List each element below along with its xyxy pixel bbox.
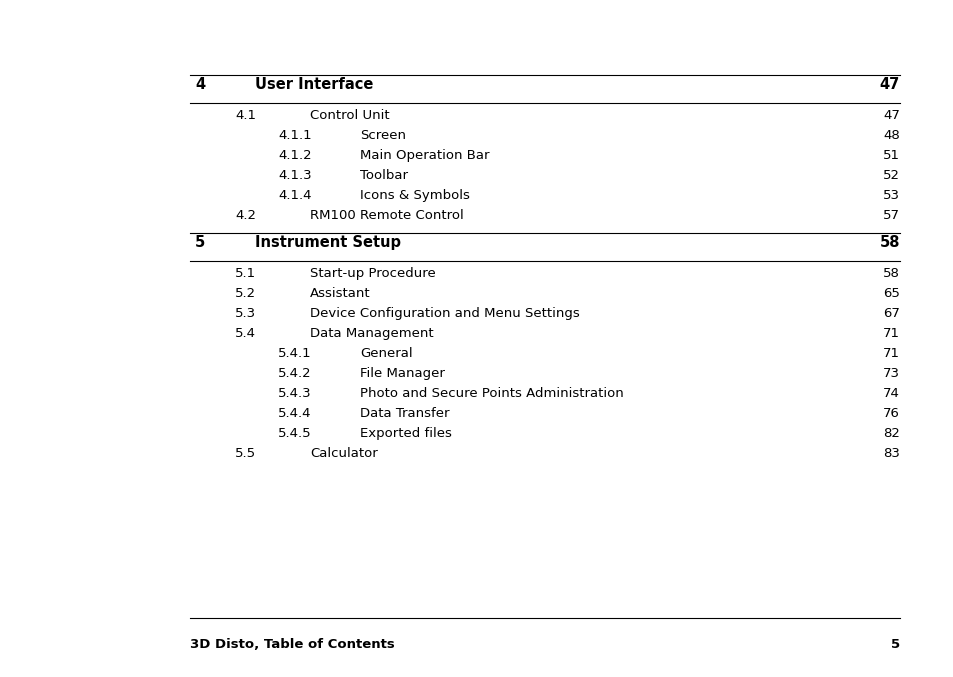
Text: 5.4.4: 5.4.4 [277,407,312,420]
Text: 58: 58 [879,235,899,250]
Text: 83: 83 [882,447,899,460]
Text: 57: 57 [882,209,899,222]
Text: Photo and Secure Points Administration: Photo and Secure Points Administration [359,387,623,400]
Text: Screen: Screen [359,129,406,142]
Text: Exported files: Exported files [359,427,452,440]
Text: Assistant: Assistant [310,287,370,300]
Text: 5.1: 5.1 [234,267,255,280]
Text: Data Transfer: Data Transfer [359,407,449,420]
Text: 5.4.1: 5.4.1 [277,347,312,360]
Text: 5.5: 5.5 [234,447,255,460]
Text: User Interface: User Interface [254,77,373,92]
Text: 5: 5 [194,235,205,250]
Text: 47: 47 [882,109,899,122]
Text: 48: 48 [882,129,899,142]
Text: General: General [359,347,413,360]
Text: 82: 82 [882,427,899,440]
Text: 5.4.5: 5.4.5 [277,427,312,440]
Text: 53: 53 [882,189,899,202]
Text: Calculator: Calculator [310,447,377,460]
Text: 71: 71 [882,327,899,340]
Text: 5: 5 [890,638,899,651]
Text: 3D Disto, Table of Contents: 3D Disto, Table of Contents [190,638,395,651]
Text: RM100 Remote Control: RM100 Remote Control [310,209,463,222]
Text: 4.2: 4.2 [234,209,255,222]
Text: Start-up Procedure: Start-up Procedure [310,267,436,280]
Text: 4.1: 4.1 [234,109,255,122]
Text: Device Configuration and Menu Settings: Device Configuration and Menu Settings [310,307,579,320]
Text: 4.1.4: 4.1.4 [277,189,312,202]
Text: 71: 71 [882,347,899,360]
Text: 74: 74 [882,387,899,400]
Text: 65: 65 [882,287,899,300]
Text: 67: 67 [882,307,899,320]
Text: Main Operation Bar: Main Operation Bar [359,149,489,162]
Text: 52: 52 [882,169,899,182]
Text: Toolbar: Toolbar [359,169,408,182]
Text: 4: 4 [194,77,205,92]
Text: Instrument Setup: Instrument Setup [254,235,400,250]
Text: 5.3: 5.3 [234,307,255,320]
Text: 51: 51 [882,149,899,162]
Text: Icons & Symbols: Icons & Symbols [359,189,470,202]
Text: 5.4.3: 5.4.3 [277,387,312,400]
Text: 58: 58 [882,267,899,280]
Text: 73: 73 [882,367,899,380]
Text: 5.4.2: 5.4.2 [277,367,312,380]
Text: 4.1.1: 4.1.1 [277,129,312,142]
Text: 76: 76 [882,407,899,420]
Text: 4.1.3: 4.1.3 [277,169,312,182]
Text: Data Management: Data Management [310,327,434,340]
Text: File Manager: File Manager [359,367,444,380]
Text: 5.2: 5.2 [234,287,255,300]
Text: 47: 47 [879,77,899,92]
Text: Control Unit: Control Unit [310,109,389,122]
Text: 4.1.2: 4.1.2 [277,149,312,162]
Text: 5.4: 5.4 [234,327,255,340]
